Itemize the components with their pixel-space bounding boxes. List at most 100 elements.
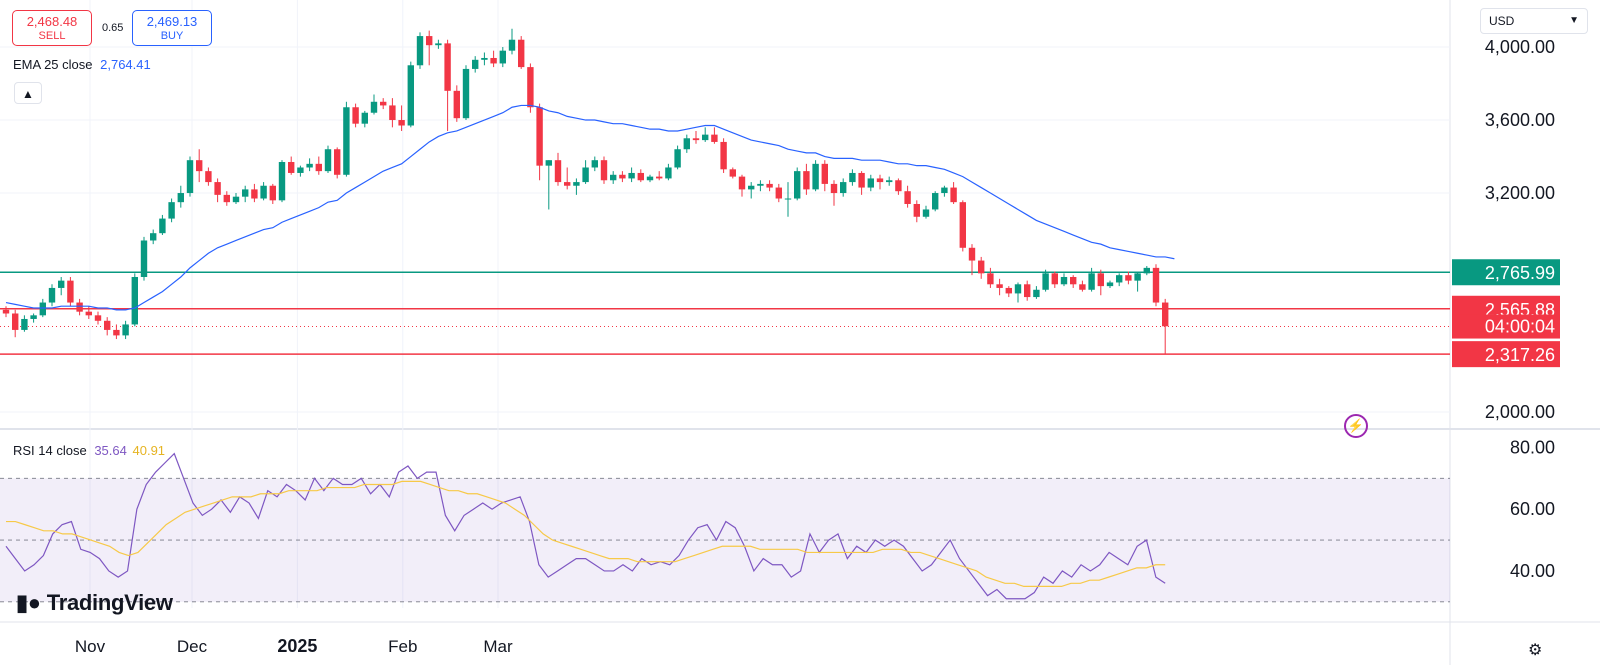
candle-body[interactable]	[913, 203, 920, 217]
candle-body[interactable]	[39, 302, 46, 316]
candle-body[interactable]	[196, 160, 203, 172]
candle-body[interactable]	[812, 163, 819, 190]
candle-body[interactable]	[545, 160, 552, 166]
candle-body[interactable]	[959, 202, 966, 248]
candle-body[interactable]	[232, 196, 240, 203]
candle-body[interactable]	[702, 134, 709, 141]
candle-body[interactable]	[205, 171, 212, 183]
candle-body[interactable]	[932, 193, 939, 210]
candle-body[interactable]	[278, 162, 286, 201]
rsi-legend[interactable]: RSI 14 close 35.64 40.91	[13, 443, 165, 458]
candle-body[interactable]	[683, 138, 690, 150]
candle-body[interactable]	[619, 174, 626, 179]
candle-body[interactable]	[858, 172, 865, 188]
buy-button[interactable]: 2,469.13 BUY	[132, 10, 212, 46]
rsi-line[interactable]	[5, 452, 1166, 600]
candle-body[interactable]	[830, 183, 838, 194]
candle-body[interactable]	[177, 193, 184, 203]
candle-body[interactable]	[711, 134, 718, 142]
candle-body[interactable]	[876, 178, 884, 183]
candle-body[interactable]	[380, 101, 387, 106]
candle-body[interactable]	[904, 191, 911, 204]
candle-body[interactable]	[21, 318, 28, 330]
candle-body[interactable]	[407, 65, 414, 126]
candle-body[interactable]	[1143, 267, 1150, 274]
candle-body[interactable]	[729, 169, 736, 177]
candle-body[interactable]	[646, 176, 654, 181]
candle-body[interactable]	[564, 182, 571, 186]
candle-body[interactable]	[665, 167, 672, 179]
candle-body[interactable]	[214, 182, 221, 195]
candle-body[interactable]	[1079, 284, 1086, 290]
candle-body[interactable]	[104, 320, 111, 330]
candle-body[interactable]	[306, 163, 313, 168]
candle-body[interactable]	[978, 260, 985, 274]
candle-body[interactable]	[435, 43, 442, 46]
candle-body[interactable]	[444, 43, 451, 91]
candle-body[interactable]	[223, 194, 230, 203]
candle-body[interactable]	[122, 324, 129, 336]
candle-body[interactable]	[591, 160, 598, 168]
candle-body[interactable]	[140, 240, 148, 277]
candle-body[interactable]	[1125, 275, 1132, 281]
candle-body[interactable]	[334, 149, 341, 175]
candle-body[interactable]	[738, 176, 746, 190]
candle-body[interactable]	[168, 202, 175, 219]
candle-body[interactable]	[370, 101, 378, 113]
candle-body[interactable]	[30, 315, 37, 319]
candle-body[interactable]	[85, 311, 92, 316]
candle-body[interactable]	[113, 329, 120, 336]
candle-body[interactable]	[297, 167, 304, 173]
candle-body[interactable]	[1097, 273, 1104, 287]
lightning-icon[interactable]: ⚡	[1344, 414, 1368, 438]
collapse-legend-button[interactable]: ▲	[14, 82, 42, 104]
ema-line[interactable]	[5, 104, 1175, 311]
gear-icon[interactable]: ⚙	[1528, 642, 1543, 659]
candle-body[interactable]	[775, 187, 782, 199]
candle-body[interactable]	[950, 187, 957, 203]
candle-body[interactable]	[186, 160, 194, 194]
candle-body[interactable]	[481, 57, 488, 60]
candle-body[interactable]	[628, 172, 635, 179]
candle-body[interactable]	[398, 120, 405, 126]
candle-body[interactable]	[251, 189, 258, 199]
candle-body[interactable]	[315, 163, 322, 172]
candle-body[interactable]	[1060, 276, 1068, 285]
candle-body[interactable]	[389, 105, 396, 121]
candle-body[interactable]	[1152, 267, 1160, 303]
candle-body[interactable]	[462, 68, 470, 119]
candle-body[interactable]	[58, 280, 65, 288]
candle-body[interactable]	[803, 171, 810, 190]
candle-body[interactable]	[656, 176, 663, 179]
candle-body[interactable]	[150, 233, 157, 241]
candle-body[interactable]	[352, 107, 359, 124]
candle-body[interactable]	[996, 284, 1003, 288]
candle-body[interactable]	[720, 141, 727, 170]
candle-body[interactable]	[674, 149, 681, 168]
candle-body[interactable]	[361, 112, 368, 124]
sell-button[interactable]: 2,468.48 SELL	[12, 10, 92, 46]
candle-body[interactable]	[269, 185, 276, 201]
candle-body[interactable]	[343, 107, 350, 175]
candle-body[interactable]	[1042, 273, 1049, 290]
candle-body[interactable]	[536, 107, 543, 166]
candle-body[interactable]	[748, 185, 755, 190]
candle-body[interactable]	[849, 172, 856, 183]
candle-body[interactable]	[490, 57, 497, 64]
candle-body[interactable]	[895, 180, 902, 192]
candle-body[interactable]	[76, 302, 83, 312]
candle-body[interactable]	[1116, 275, 1123, 283]
candle-body[interactable]	[1014, 284, 1022, 294]
ema-legend[interactable]: EMA 25 close 2,764.41	[13, 57, 151, 72]
candle-body[interactable]	[1134, 273, 1141, 281]
candle-body[interactable]	[600, 160, 608, 181]
candle-body[interactable]	[242, 189, 249, 197]
candle-body[interactable]	[527, 67, 534, 108]
candle-body[interactable]	[1106, 282, 1114, 287]
candle-body[interactable]	[886, 180, 893, 183]
candle-body[interactable]	[922, 209, 930, 217]
candle-body[interactable]	[610, 174, 617, 181]
candle-body[interactable]	[324, 149, 332, 172]
candle-body[interactable]	[766, 183, 773, 188]
candle-body[interactable]	[288, 162, 295, 173]
